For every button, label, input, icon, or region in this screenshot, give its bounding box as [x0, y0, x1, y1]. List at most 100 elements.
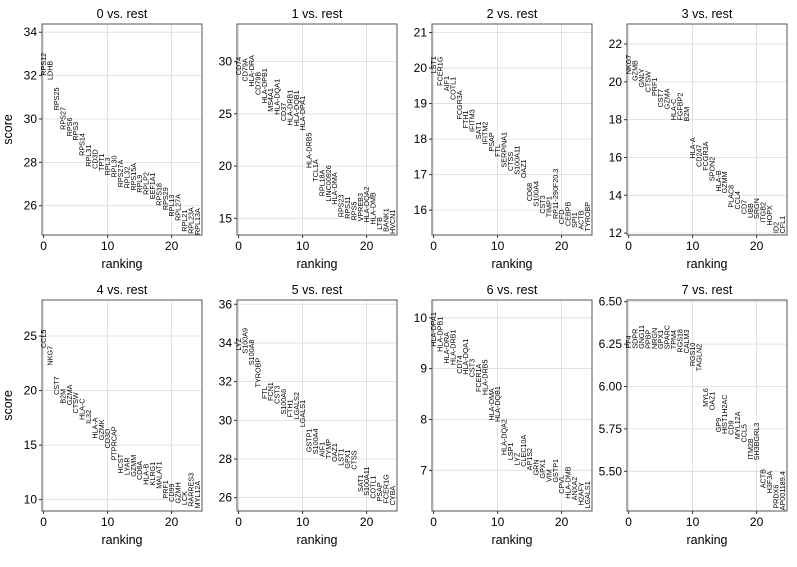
- gene-label: CST7: [656, 89, 665, 107]
- gene-label: HLA-DMB: [564, 466, 573, 499]
- gene-label: RPL13: [167, 195, 176, 217]
- gene-label: PSAP: [375, 482, 384, 501]
- x-tick-label: 10: [296, 515, 310, 529]
- gene-label: CD74: [455, 355, 464, 373]
- gene-label: HLA-DRB5: [480, 360, 489, 396]
- gene-label: RPS3: [71, 122, 80, 141]
- gene-label: FCER1G: [436, 56, 445, 86]
- gene-label: SH3BGRL3: [752, 423, 761, 461]
- gene-label: CTSW: [71, 392, 80, 413]
- gene-label: RARRES3: [186, 473, 195, 507]
- gene-label: CCL5: [739, 424, 748, 442]
- gene-label: IFITM3: [468, 109, 477, 132]
- gene-label: TYROBP: [583, 202, 592, 232]
- gene-label: CST3: [468, 359, 477, 377]
- gene-label: PSAP: [487, 132, 496, 151]
- x-tick-label: 10: [686, 515, 700, 529]
- panel-7: 0 10 20 5.50 5.75 6.00 6.25 6.50 7 vs. rest ranki…: [599, 283, 788, 547]
- gene-label: CD247: [695, 145, 704, 167]
- y-tick-label: 12: [609, 226, 623, 240]
- gene-label: PTPRCAP: [110, 426, 119, 460]
- x-axis-label: ranking: [492, 533, 533, 547]
- gene-label: TYMP: [324, 439, 333, 459]
- gene-label: RPL32: [122, 166, 131, 188]
- x-tick-label: 20: [360, 239, 374, 253]
- y-tick-label: 7: [420, 463, 427, 477]
- y-tick-label: 30: [219, 55, 233, 69]
- gene-label: HLA-DRB1: [285, 90, 294, 126]
- x-tick-label: 20: [165, 239, 179, 253]
- gene-label: AIF1: [442, 76, 451, 91]
- gene-label: RPL9: [135, 175, 144, 193]
- gene-label: LSP1: [506, 443, 515, 461]
- gene-label: HLA-C: [669, 99, 678, 121]
- gene-label: GSTP1: [305, 429, 314, 453]
- gene-label: RPS6: [65, 118, 74, 137]
- gene-label: HLA-DRB5: [305, 133, 314, 169]
- plot-frame: [626, 299, 788, 512]
- x-tick-label: 20: [555, 515, 569, 529]
- gene-label: CST7: [52, 377, 61, 395]
- gene-label: S100A11: [512, 146, 521, 175]
- gene-label: SPARC: [663, 325, 672, 349]
- gene-label: RPL23A: [186, 207, 195, 234]
- panel-title: 1 vs. rest: [292, 7, 343, 21]
- gene-label: PPBP: [643, 329, 652, 348]
- gene-label: NRGN: [650, 328, 659, 349]
- gene-label: SERPINA1: [500, 132, 509, 168]
- gene-label: GSTP1: [551, 459, 560, 483]
- y-tick-label: 16: [609, 150, 623, 164]
- gene-label: AIF1: [317, 442, 326, 457]
- plot-frame: [236, 299, 398, 512]
- gene-label: RGS10: [688, 343, 697, 367]
- gene-label: GZMA: [65, 384, 74, 405]
- plot-frame: [236, 23, 398, 236]
- gene-label: CFD: [557, 210, 566, 225]
- y-tick-label: 14: [609, 188, 623, 202]
- gene-label: RPS18: [154, 183, 163, 206]
- gene-label: RPL18A: [317, 169, 326, 196]
- gene-label: PF4: [624, 335, 633, 348]
- gene-label: CPVL: [557, 475, 566, 494]
- gene-label: COTL1: [448, 77, 457, 100]
- gene-label: ACTB: [576, 210, 585, 229]
- gene-label: HLA-B: [142, 464, 151, 485]
- gene-label: RPL13A: [193, 208, 202, 235]
- y-tick-label: 25: [24, 329, 38, 343]
- gene-label: FCGR3A: [455, 90, 464, 119]
- gene-label: EEF1A1: [148, 172, 157, 199]
- gene-label: S100A11: [362, 467, 371, 496]
- x-tick-label: 0: [430, 515, 437, 529]
- gene-label: RPS23: [337, 194, 346, 217]
- y-tick-label: 28: [24, 155, 38, 169]
- gene-label: OAZ1: [519, 159, 528, 178]
- x-tick-label: 0: [430, 239, 437, 253]
- gene-label: COTL1: [369, 475, 378, 498]
- gene-label: AP001189.4: [778, 471, 787, 510]
- y-tick-label: 9: [420, 362, 427, 376]
- gene-label: SPI1: [570, 212, 579, 228]
- y-tick-label: 20: [24, 384, 38, 398]
- gene-label: HLA-A: [688, 137, 697, 158]
- x-axis-label: ranking: [687, 533, 728, 547]
- gene-label: HLA-DMB: [369, 192, 378, 225]
- plot-frame: [626, 23, 788, 236]
- gene-label: SPON2: [707, 157, 716, 181]
- gene-label: CD8A: [135, 461, 144, 480]
- x-axis-label: ranking: [297, 257, 338, 271]
- x-axis-label: ranking: [297, 533, 338, 547]
- gene-label: RPL3: [103, 157, 112, 175]
- gene-label: LGALS1: [298, 400, 307, 427]
- y-tick-label: 6.00: [599, 380, 623, 394]
- gene-label: CYBA: [388, 486, 397, 506]
- y-tick-label: 21: [414, 26, 428, 40]
- gene-label: LDHB: [46, 61, 55, 80]
- y-tick-label: 10: [414, 311, 428, 325]
- plot-frame: [41, 299, 203, 512]
- x-tick-label: 20: [165, 515, 179, 529]
- gene-label: ITGB2: [759, 202, 768, 223]
- gene-label: MS4A1: [266, 88, 275, 112]
- x-tick-label: 20: [360, 515, 374, 529]
